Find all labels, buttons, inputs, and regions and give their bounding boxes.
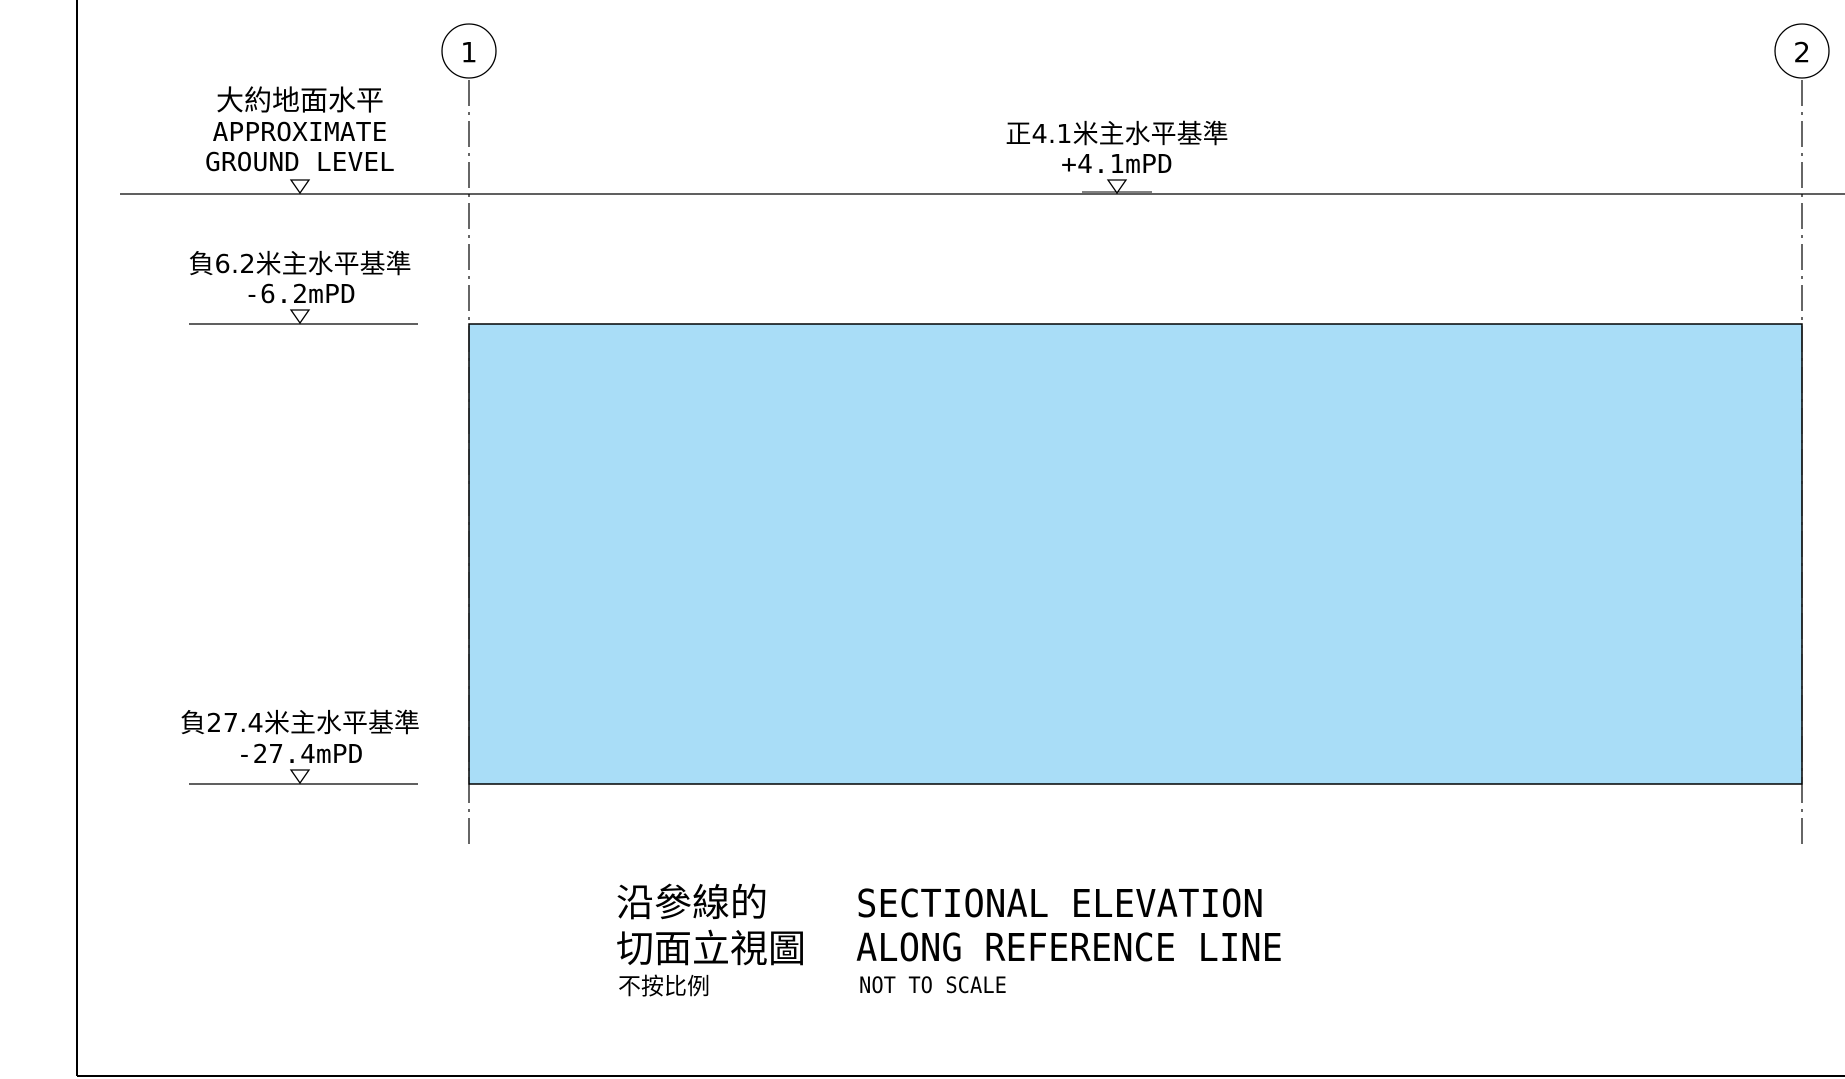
lower-level-en: -27.4mPD [237, 740, 364, 770]
grid-line-1: 1 [441, 23, 497, 850]
upper-level-zh: 負6.2米主水平基準 [188, 250, 411, 280]
grid-marker-1-circle [441, 23, 497, 79]
ground-level-en-line2: GROUND LEVEL [205, 148, 395, 178]
grid-marker-2-circle [1774, 23, 1830, 79]
title-en-scale: NOT TO SCALE [859, 974, 1007, 999]
title-zh-line1: 沿參線的 [616, 881, 768, 925]
upper-level-en: -6.2mPD [244, 280, 356, 310]
grid-marker-2-label: 2 [1793, 36, 1811, 69]
title-en-line1: SECTIONAL ELEVATION [856, 882, 1264, 926]
lower-level-triangle-icon [289, 769, 311, 785]
lower-level-zh: 負27.4米主水平基準 [180, 709, 420, 739]
drawing-title: 沿參線的 切面立視圖 不按比例 SECTIONAL ELEVATION ALON… [616, 881, 1283, 1000]
top-level-zh: 正4.1米主水平基準 [1005, 120, 1228, 150]
upper-level-label: 負6.2米主水平基準 -6.2mPD [188, 250, 418, 325]
grid-line-2: 2 [1774, 23, 1830, 848]
ground-level-en-line1: APPROXIMATE [213, 118, 388, 148]
title-zh-line2: 切面立視圖 [616, 927, 806, 971]
top-level-label: 正4.1米主水平基準 +4.1mPD [1005, 120, 1229, 195]
top-level-en: +4.1mPD [1061, 150, 1173, 180]
ground-level-triangle-icon [289, 179, 311, 195]
ground-level-zh: 大約地面水平 [216, 84, 384, 117]
title-zh-scale: 不按比例 [618, 974, 710, 1000]
grid-marker-1-label: 1 [460, 36, 478, 69]
top-level-triangle-icon [1106, 179, 1128, 195]
shaded-zone [468, 323, 1803, 785]
upper-level-triangle-icon [289, 309, 311, 325]
lower-level-label: 負27.4米主水平基準 -27.4mPD [180, 709, 420, 785]
title-en-line2: ALONG REFERENCE LINE [856, 926, 1283, 970]
ground-level-label: 大約地面水平 APPROXIMATE GROUND LEVEL [205, 84, 395, 195]
